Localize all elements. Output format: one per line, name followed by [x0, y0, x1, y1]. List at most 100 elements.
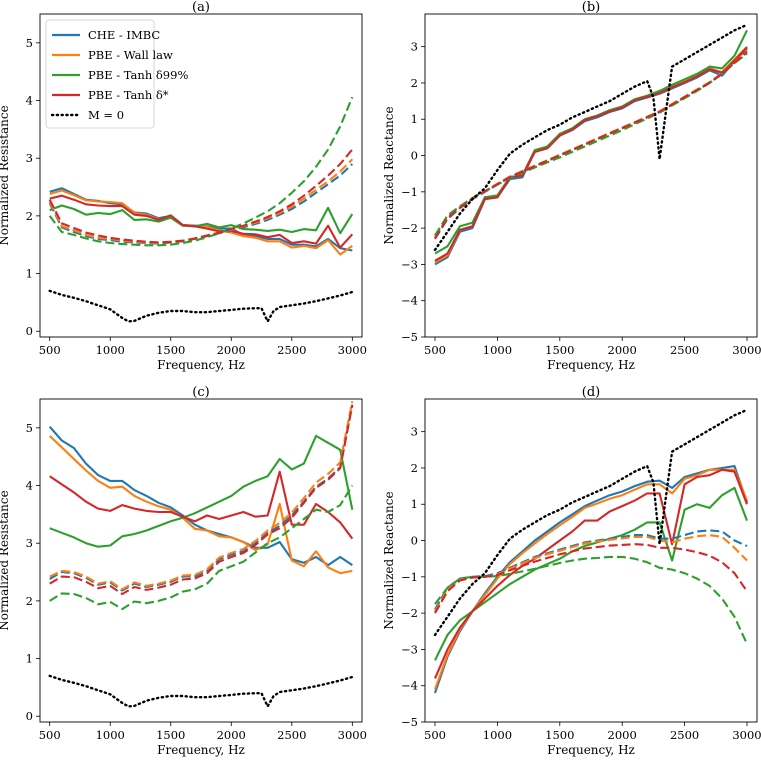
axes-frame [424, 398, 758, 723]
y-axis-label: Normalized Reactance [382, 106, 396, 244]
axes-frame [39, 398, 363, 723]
legend-label-tanh99: PBE - Tanh δ99% [88, 68, 188, 82]
series-pbe-wall-law-dashed [49, 401, 354, 591]
series-pbe-tanh-d-solid [49, 470, 354, 540]
x-tick-label: 2000 [608, 343, 637, 357]
y-tick-label: −1 [401, 185, 418, 199]
y-tick-label: −2 [401, 221, 418, 235]
legend-label-tanhstar: PBE - Tanh δ* [88, 88, 169, 102]
x-tick-label: 2500 [670, 728, 699, 742]
y-tick-label: −4 [401, 294, 418, 308]
y-tick-label: 0 [26, 324, 33, 338]
x-tick-label: 2500 [277, 728, 306, 742]
y-tick-label: 1 [26, 652, 33, 666]
series-che-imbc-dashed [48, 163, 354, 245]
x-axis-label: Frequency, Hz [157, 358, 245, 372]
y-axis-label: Normalized Resistance [0, 490, 11, 630]
x-tick-label: 1500 [545, 728, 574, 742]
x-axis-label: Frequency, Hz [547, 358, 635, 372]
series-pbe-wall-law-solid [434, 45, 748, 264]
legend-label-wall: PBE - Wall law [88, 48, 173, 62]
plot-area-b [433, 23, 749, 266]
y-tick-label: 0 [26, 709, 33, 723]
x-tick-label: 1000 [483, 343, 512, 357]
y-tick-label: 1 [26, 267, 33, 281]
y-tick-label: 1 [411, 112, 418, 126]
y-tick-label: 3 [411, 425, 418, 439]
series-pbe-wall-law-solid [48, 435, 353, 575]
legend: CHE - IMBC PBE - Wall law PBE - Tanh δ99% P… [45, 19, 188, 129]
plot-area-d [433, 408, 749, 694]
y-tick-label: −5 [401, 715, 418, 729]
x-tick-label: 500 [39, 728, 61, 742]
x-tick-label: 2500 [670, 343, 699, 357]
series-che-imbc-solid [434, 465, 748, 694]
axes-frame [424, 13, 758, 338]
y-tick-label: 4 [26, 479, 33, 493]
axes-frame [39, 13, 363, 338]
x-tick-label: 1000 [96, 343, 125, 357]
panel-title-b: (b) [582, 0, 600, 15]
panel-b: (b) 500 1000 1500 2000 2500 3000 −5 −4 −3 −2 −1 0 1 2 3… [382, 0, 761, 372]
series-pbe-tanh-d99-dashed [48, 96, 354, 247]
series-che-imbc-solid [434, 47, 748, 266]
x-axis-label: Frequency, Hz [547, 743, 635, 757]
y-tick-label: −4 [401, 679, 418, 693]
x-tick-label: 2000 [608, 728, 637, 742]
y-tick-label: 5 [26, 36, 33, 50]
y-tick-label: 4 [26, 94, 33, 108]
x-tick-label: 1500 [156, 343, 185, 357]
series-pbe-tanh-d-solid [49, 194, 354, 249]
y-tick-label: 3 [411, 40, 418, 54]
series-che-imbc-solid [48, 426, 353, 567]
y-tick-label: 2 [26, 209, 33, 223]
series-pbe-wall-law-dashed [48, 158, 354, 245]
series-che-imbc-dashed [434, 51, 748, 240]
legend-label-che: CHE - IMBC [88, 28, 160, 42]
series-pbe-tanh-d99-solid [49, 204, 354, 235]
y-tick-label: −3 [401, 257, 418, 271]
y-tick-label: 3 [26, 151, 33, 165]
series-pbe-tanh-d-dashed [434, 543, 748, 614]
x-tick-label: 1000 [483, 728, 512, 742]
x-tick-label: 3000 [338, 728, 367, 742]
panel-c: (c) 500 1000 1500 2000 2500 3000 0 1 2 3 4 5 Frequenc… [0, 385, 367, 757]
series-pbe-tanh-d-solid [434, 468, 748, 679]
x-tick-label: 2000 [217, 728, 246, 742]
y-tick-label: 2 [26, 594, 33, 608]
series-pbe-tanh-d-dashed [48, 148, 354, 244]
y-tick-label: 0 [411, 534, 418, 548]
y-tick-label: 0 [411, 149, 418, 163]
x-tick-label: 3000 [338, 343, 367, 357]
y-tick-label: −3 [401, 642, 418, 656]
series-pbe-wall-law-solid [434, 468, 748, 690]
y-axis-label: Normalized Reactance [382, 491, 396, 629]
x-axis-label: Frequency, Hz [157, 743, 245, 757]
x-tick-label: 1000 [96, 728, 125, 742]
series-pbe-tanh-d99-solid [49, 434, 354, 548]
x-tick-label: 1500 [156, 728, 185, 742]
series-m-0 [48, 289, 354, 323]
panel-d: (d) 500 1000 1500 2000 2500 3000 −5 −4 −3 −2 −1 0 1 2 3… [382, 385, 761, 757]
y-tick-label: 2 [411, 76, 418, 90]
x-tick-label: 500 [39, 343, 61, 357]
y-tick-label: −1 [401, 570, 418, 584]
x-tick-label: 3000 [732, 728, 761, 742]
y-tick-label: −2 [401, 606, 418, 620]
y-tick-label: 1 [411, 497, 418, 511]
legend-frame [45, 19, 155, 129]
series-pbe-tanh-d99-solid [434, 486, 748, 661]
series-pbe-tanh-d-solid [434, 46, 748, 262]
y-tick-label: 5 [26, 421, 33, 435]
plot-area-a [48, 96, 354, 323]
plot-area-c [48, 401, 354, 708]
legend-label-m0: M = 0 [88, 108, 124, 122]
y-tick-label: 3 [26, 536, 33, 550]
series-m-0 [433, 23, 749, 252]
x-tick-label: 2500 [277, 343, 306, 357]
series-pbe-tanh-d99-dashed [434, 555, 748, 645]
series-m-0 [48, 674, 354, 708]
x-tick-label: 500 [424, 728, 446, 742]
series-pbe-tanh-d-dashed [49, 404, 354, 596]
